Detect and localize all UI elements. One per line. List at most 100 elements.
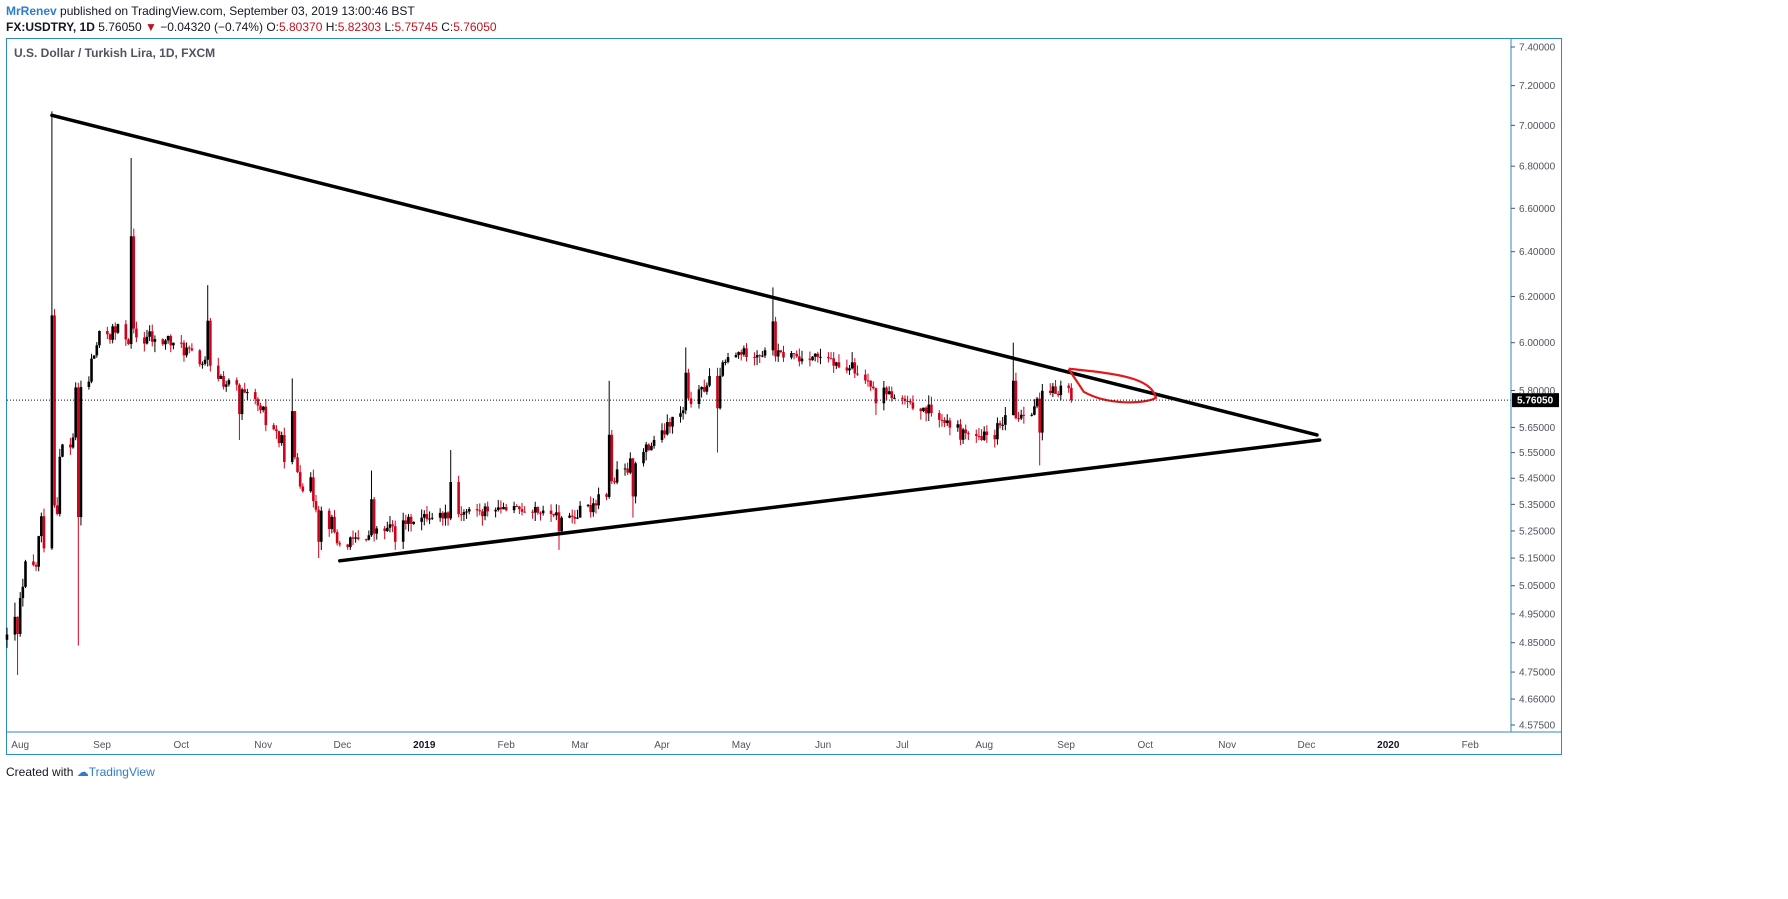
candle-body <box>478 510 482 512</box>
candle-body <box>1019 414 1023 419</box>
candle-body <box>734 355 738 358</box>
candle-body <box>462 512 466 515</box>
candle-body <box>985 431 989 435</box>
candle-body <box>835 362 838 366</box>
price-axis: 7.40000 7.20000 7.00000 6.80000 6.60000 6.400… <box>1510 39 1556 732</box>
candle-body <box>1022 414 1026 416</box>
author-name[interactable]: MrRenev <box>6 4 57 18</box>
candle-body <box>5 634 9 640</box>
price-tick-label: 5.55000 <box>1519 448 1556 459</box>
open-value: 5.80370 <box>278 20 323 34</box>
candle-body <box>919 408 923 412</box>
candle-body <box>496 507 500 510</box>
candle-body <box>354 537 357 539</box>
candle-body <box>301 486 305 492</box>
candle-body <box>615 469 619 483</box>
candle-body <box>631 458 635 497</box>
tradingview-brand[interactable]: TradingView <box>88 765 155 779</box>
price-tick-label: 5.80000 <box>1519 386 1556 397</box>
candle-body <box>597 494 600 506</box>
candle-body <box>317 509 320 542</box>
candle-body <box>739 352 743 355</box>
candle-body <box>333 516 336 533</box>
candle-body <box>161 339 165 345</box>
candle-body <box>924 407 928 414</box>
candle-body <box>290 411 294 462</box>
candle-body <box>982 431 986 440</box>
price-tick-label: 4.57500 <box>1519 721 1556 732</box>
candle-body <box>576 517 579 519</box>
candle-body <box>1035 398 1039 407</box>
candle-body <box>890 391 894 399</box>
price-tick-label: 5.65000 <box>1519 423 1556 434</box>
candle-body <box>280 435 283 444</box>
candle-body <box>642 451 645 464</box>
time-tick-label: Sep <box>1057 740 1075 751</box>
candle-body <box>774 321 777 357</box>
time-tick-label: Jun <box>815 740 831 751</box>
price-tick-label: 4.95000 <box>1519 609 1556 620</box>
candle-body <box>224 384 228 387</box>
candle-body <box>18 598 22 635</box>
candle-body <box>745 348 748 358</box>
candle-body <box>293 411 297 458</box>
candle-body <box>219 375 223 379</box>
candle-body <box>634 463 637 497</box>
candle-body <box>721 362 725 376</box>
candle-body <box>726 357 730 362</box>
candle-body <box>938 413 941 420</box>
candle-body <box>150 331 154 342</box>
candle-body <box>552 513 556 516</box>
price-tick-label: 7.20000 <box>1519 81 1556 92</box>
low-label: L: <box>384 20 395 34</box>
candle-body <box>203 359 207 364</box>
time-tick-label: Feb <box>1462 740 1480 751</box>
time-tick-label: Apr <box>654 740 670 751</box>
candle-body <box>827 356 830 359</box>
candle-body <box>959 424 962 440</box>
annotation-loop <box>1067 367 1158 404</box>
candle-body <box>623 468 627 470</box>
candle-body <box>164 340 167 345</box>
candle-body <box>998 423 1002 426</box>
candle-body <box>37 536 40 567</box>
candle-body <box>32 561 35 565</box>
candle-body <box>708 376 711 386</box>
candle-body <box>79 387 83 518</box>
triangle-trendline <box>50 113 1319 437</box>
created-with-text: Created with <box>6 765 74 779</box>
candle-body <box>977 435 981 437</box>
candle-body <box>798 356 801 362</box>
candle-body <box>404 520 408 524</box>
price-tick-label: 5.25000 <box>1519 526 1556 537</box>
candle-body <box>61 444 64 457</box>
candle-body <box>906 400 909 402</box>
price-tick-label: 5.35000 <box>1519 500 1556 511</box>
time-axis: Aug Sep Oct Nov Dec 2019 Feb Mar Apr May Jun Jul Aug… <box>7 731 1562 751</box>
candle-body <box>116 324 120 333</box>
candle-body <box>607 434 611 497</box>
tradingview-logo-icon[interactable]: ☁ <box>76 765 89 779</box>
candle-body <box>589 504 592 513</box>
candle-body <box>261 406 265 411</box>
candle-body <box>296 457 299 473</box>
high-label: H: <box>325 20 338 34</box>
candle-body <box>494 509 497 512</box>
candle-body <box>885 387 888 395</box>
chart-frame[interactable] <box>6 38 1562 755</box>
time-tick-label: Dec <box>334 740 352 751</box>
price-tick-label: 5.15000 <box>1519 554 1556 565</box>
candle-body <box>425 514 429 520</box>
candle-body <box>356 537 360 540</box>
candle-body <box>518 506 521 510</box>
candle-body <box>671 416 674 427</box>
candle-body <box>964 429 968 434</box>
candle-body <box>457 481 460 515</box>
candle-body <box>832 358 835 366</box>
candle-body <box>98 330 101 346</box>
candle-body <box>375 528 379 534</box>
candle-body <box>338 543 342 545</box>
candle-body <box>742 348 746 355</box>
candle-body <box>444 512 447 519</box>
